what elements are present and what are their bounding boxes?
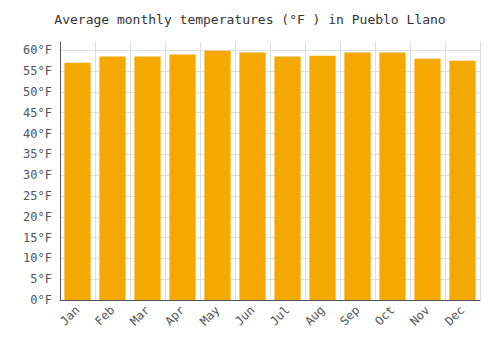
svg-text:30°F: 30°F xyxy=(23,168,52,182)
svg-text:55°F: 55°F xyxy=(23,64,52,78)
svg-text:Mar: Mar xyxy=(127,303,152,328)
svg-text:5°F: 5°F xyxy=(30,272,52,286)
svg-text:Aug: Aug xyxy=(302,303,327,328)
svg-text:Nov: Nov xyxy=(407,303,432,328)
svg-text:Jun: Jun xyxy=(232,303,257,328)
svg-text:Average monthly temperatures (: Average monthly temperatures (°F ) in Pu… xyxy=(54,12,445,27)
svg-text:45°F: 45°F xyxy=(23,106,52,120)
svg-text:May: May xyxy=(197,303,222,328)
svg-text:60°F: 60°F xyxy=(23,43,52,57)
svg-text:Jan: Jan xyxy=(57,303,82,328)
svg-text:Feb: Feb xyxy=(92,303,117,328)
svg-text:15°F: 15°F xyxy=(23,231,52,245)
svg-text:10°F: 10°F xyxy=(23,251,52,265)
svg-text:Sep: Sep xyxy=(337,303,362,328)
svg-text:20°F: 20°F xyxy=(23,210,52,224)
svg-text:0°F: 0°F xyxy=(30,293,52,307)
svg-text:35°F: 35°F xyxy=(23,147,52,161)
svg-text:Apr: Apr xyxy=(162,303,187,328)
svg-text:Dec: Dec xyxy=(442,303,467,328)
svg-text:Oct: Oct xyxy=(372,303,397,328)
svg-text:50°F: 50°F xyxy=(23,85,52,99)
svg-text:25°F: 25°F xyxy=(23,189,52,203)
svg-text:Jul: Jul xyxy=(267,303,292,328)
svg-text:40°F: 40°F xyxy=(23,127,52,141)
